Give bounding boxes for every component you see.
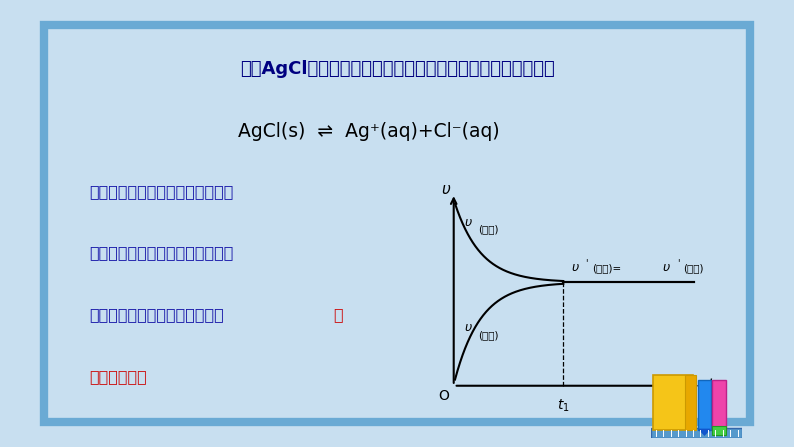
Text: υ: υ — [662, 261, 669, 274]
Text: (沉淀): (沉淀) — [479, 330, 499, 340]
Text: 溶液，即建立了动态平衡，叫做: 溶液，即建立了动态平衡，叫做 — [90, 307, 225, 322]
Text: $t_1$: $t_1$ — [557, 397, 569, 413]
Polygon shape — [713, 429, 725, 435]
Text: t: t — [707, 378, 713, 393]
Polygon shape — [699, 429, 711, 435]
Text: υ: υ — [441, 181, 450, 197]
FancyBboxPatch shape — [685, 375, 696, 430]
Text: 沉: 沉 — [333, 307, 343, 322]
Text: υ: υ — [571, 261, 578, 274]
Text: 淀溶解平衡。: 淀溶解平衡。 — [90, 369, 148, 384]
Text: (溶解): (溶解) — [479, 224, 499, 235]
Text: AgCl(s)  ⇌  Ag⁺(aq)+Cl⁻(aq): AgCl(s) ⇌ Ag⁺(aq)+Cl⁻(aq) — [238, 122, 499, 142]
Text: υ: υ — [464, 216, 472, 229]
FancyBboxPatch shape — [651, 428, 742, 438]
FancyBboxPatch shape — [712, 426, 726, 435]
FancyBboxPatch shape — [653, 375, 693, 430]
FancyBboxPatch shape — [712, 380, 726, 430]
FancyBboxPatch shape — [698, 380, 711, 430]
Text: 的速率相等时，体系中形成了饱和: 的速率相等时，体系中形成了饱和 — [90, 245, 234, 261]
Text: ': ' — [585, 257, 588, 268]
Text: (溶解)=: (溶解)= — [592, 263, 621, 273]
Text: ': ' — [676, 257, 680, 268]
Text: 在一定温度下，当沉淀溶解和生成: 在一定温度下，当沉淀溶解和生成 — [90, 184, 234, 199]
Text: 在有AgCl沉淀生成的溶液中，同时存在溶解过程和沉淀过程。: 在有AgCl沉淀生成的溶液中，同时存在溶解过程和沉淀过程。 — [240, 60, 554, 78]
Text: (沉淀): (沉淀) — [684, 263, 703, 273]
Text: O: O — [437, 389, 449, 403]
Text: υ: υ — [464, 321, 472, 334]
